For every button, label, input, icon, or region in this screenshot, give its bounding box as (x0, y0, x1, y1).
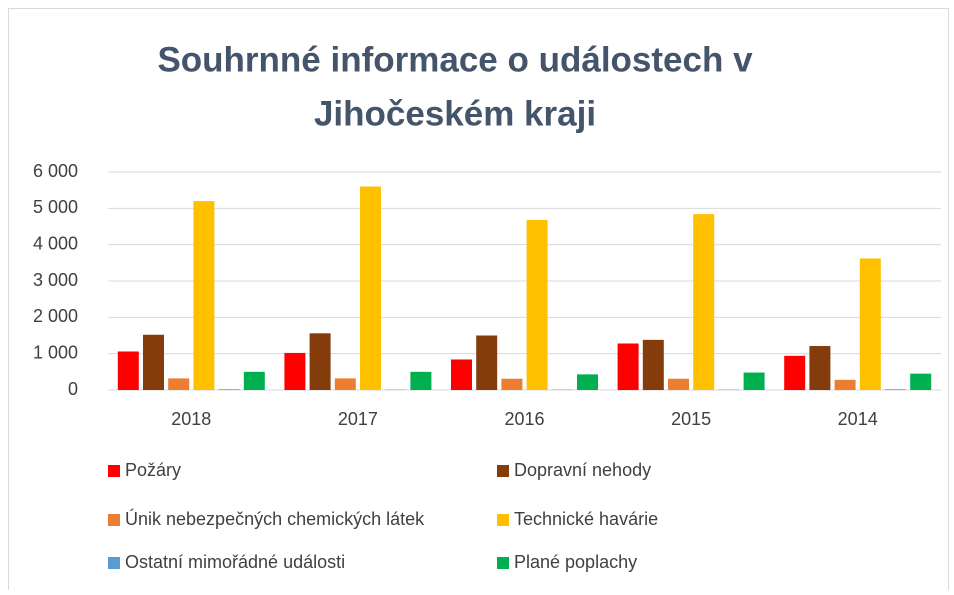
bar (809, 346, 830, 390)
chart-title: Jihočeském kraji (314, 94, 596, 133)
bar (577, 374, 598, 390)
y-tick-label: 4 000 (33, 233, 78, 253)
bar (668, 379, 689, 390)
bar (860, 258, 881, 390)
bar (693, 214, 714, 390)
bar (618, 343, 639, 390)
legend-label: Dopravní nehody (514, 460, 651, 480)
bar (360, 187, 381, 390)
bar (284, 353, 305, 390)
y-tick-label: 1 000 (33, 342, 78, 362)
x-tick-label: 2016 (504, 409, 544, 429)
x-tick-label: 2015 (671, 409, 711, 429)
bar (219, 389, 240, 390)
legend-label: Požáry (125, 460, 181, 480)
bar (885, 389, 906, 390)
bar (501, 379, 522, 390)
legend-swatch (497, 514, 509, 526)
bar (744, 373, 765, 390)
legend-label: Technické havárie (514, 509, 658, 529)
legend-swatch (497, 465, 509, 477)
legend-swatch (497, 557, 509, 569)
bar (476, 336, 497, 391)
bar (244, 372, 265, 390)
bar (168, 378, 189, 390)
bar (527, 220, 548, 390)
y-tick-label: 0 (68, 379, 78, 399)
bar (310, 333, 331, 390)
bar (643, 340, 664, 390)
y-tick-label: 5 000 (33, 197, 78, 217)
bar (835, 380, 856, 390)
legend-label: Ostatní mimořádné události (125, 552, 345, 572)
bar (910, 374, 931, 390)
bar (143, 335, 164, 390)
x-tick-label: 2018 (171, 409, 211, 429)
chart-title: Souhrnné informace o událostech v (157, 40, 753, 79)
y-tick-label: 2 000 (33, 306, 78, 326)
y-tick-label: 3 000 (33, 270, 78, 290)
legend-swatch (108, 514, 120, 526)
bar (193, 201, 214, 390)
bar (784, 356, 805, 390)
bar (410, 372, 431, 390)
legend-label: Únik nebezpečných chemických látek (125, 508, 425, 529)
legend-swatch (108, 465, 120, 477)
x-tick-label: 2014 (838, 409, 878, 429)
bar (118, 351, 139, 390)
legend-label: Plané poplachy (514, 552, 637, 572)
legend-swatch (108, 557, 120, 569)
bar (335, 378, 356, 390)
bar (451, 359, 472, 390)
x-tick-label: 2017 (338, 409, 378, 429)
y-tick-label: 6 000 (33, 161, 78, 181)
